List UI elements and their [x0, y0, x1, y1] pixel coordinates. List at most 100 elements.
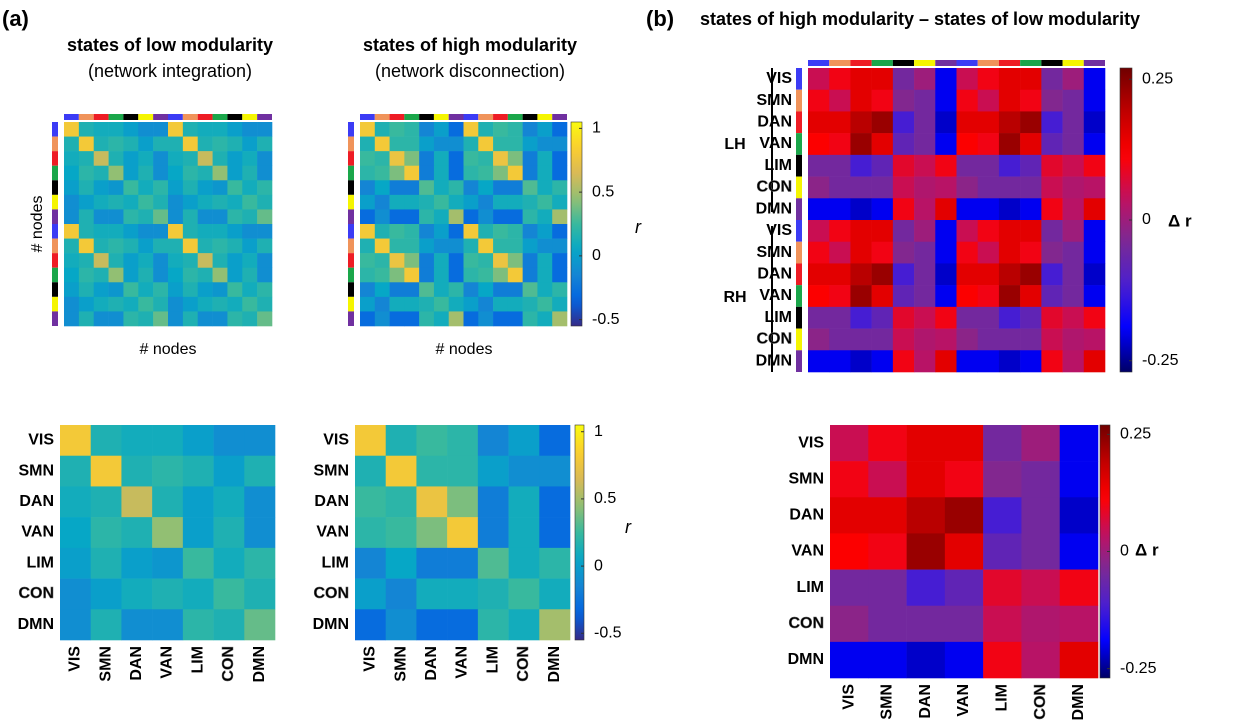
node-cell [829, 350, 851, 373]
node-cell [153, 122, 169, 137]
network-label: VIS [798, 434, 824, 451]
node-cell [419, 267, 435, 283]
node-cell [935, 328, 957, 351]
node-cell [537, 253, 553, 269]
node-cell [1083, 220, 1106, 243]
node-cell [433, 267, 450, 283]
node-cell [935, 306, 957, 329]
node-cell [1041, 328, 1063, 351]
node-cell [257, 122, 273, 137]
network-strip [448, 114, 464, 120]
heatmap-cell [182, 455, 214, 487]
node-cell [478, 165, 494, 181]
heatmap-cell [983, 461, 1022, 498]
heatmap-cell [906, 497, 946, 534]
network-strip [914, 60, 936, 66]
node-cell [153, 267, 169, 283]
heatmap-cell [90, 455, 122, 487]
node-cell [197, 209, 213, 225]
node-cell [808, 350, 830, 373]
node-cell [78, 122, 95, 137]
node-cell [892, 241, 915, 264]
node-cell [552, 282, 568, 298]
node-cell [998, 220, 1021, 243]
node-cell [419, 151, 435, 167]
node-cell [138, 224, 154, 239]
network-label: VIS [28, 432, 54, 449]
node-cell [212, 136, 228, 152]
network-label: LIM [796, 579, 824, 596]
network-label: DMN [1070, 684, 1087, 720]
heatmap-cell [416, 547, 448, 579]
node-cell [153, 253, 169, 269]
node-cell [1041, 198, 1063, 221]
node-cell [197, 180, 213, 196]
node-cell [537, 122, 553, 137]
heatmap-cell [868, 569, 907, 607]
network-strip [153, 114, 168, 120]
network-strip [935, 60, 957, 66]
network-label: VAN [759, 135, 792, 152]
node-cell [433, 311, 450, 327]
network-strip [808, 60, 830, 66]
node-cell [374, 253, 390, 269]
node-cell [998, 350, 1021, 373]
node-cell [478, 151, 494, 167]
heatmap-cell [152, 517, 184, 549]
heatmap-cell [60, 609, 92, 641]
node-cell [168, 151, 184, 167]
node-cell [537, 209, 553, 225]
heatmap-cell [508, 425, 540, 457]
heatmap-cell [944, 461, 984, 498]
node-cell [242, 209, 258, 225]
node-cell [108, 224, 124, 239]
heatmap-cell [244, 455, 276, 487]
node-cell [493, 296, 509, 312]
node-cell [850, 176, 872, 199]
node-cell [1020, 198, 1042, 221]
node-cell [1083, 176, 1106, 199]
node-cell [1041, 263, 1063, 286]
node-cell [1041, 306, 1063, 329]
node-cell [463, 136, 479, 152]
heatmap-cell [213, 486, 245, 518]
panel-label: (b) [646, 6, 674, 31]
node-cell [153, 282, 169, 298]
heatmap-cell [447, 425, 479, 457]
node-cell [1062, 68, 1085, 91]
node-cell [892, 176, 915, 199]
network-strip [998, 60, 1021, 66]
heatmap-cell [60, 425, 92, 457]
node-cell [227, 224, 243, 239]
heatmap-cell [90, 547, 122, 579]
node-cell [227, 253, 243, 269]
node-cell [448, 224, 464, 239]
node-cell [182, 136, 199, 152]
chart-title: states of high modularity – states of lo… [700, 9, 1140, 29]
node-cell [914, 198, 936, 221]
node-cell [108, 282, 124, 298]
network-strip [892, 60, 915, 66]
node-cell [93, 296, 109, 312]
network-strip [108, 114, 124, 120]
node-cell [829, 328, 851, 351]
node-cell [998, 198, 1021, 221]
network-strip [1020, 60, 1042, 66]
node-cell [956, 263, 979, 286]
node-cell [360, 194, 376, 210]
node-cell [212, 180, 228, 196]
node-cell [168, 209, 184, 225]
node-cell [1062, 350, 1085, 373]
node-cell [182, 311, 199, 327]
node-cell [478, 180, 494, 196]
network-label: CON [756, 179, 792, 196]
node-cell [78, 224, 95, 239]
node-cell [257, 151, 273, 167]
node-cell [1062, 306, 1085, 329]
heatmap-cell [1059, 425, 1099, 462]
node-cell [419, 136, 435, 152]
node-cell [522, 296, 538, 312]
node-cell [78, 282, 95, 298]
node-cell [463, 238, 479, 254]
node-cell [892, 328, 915, 351]
